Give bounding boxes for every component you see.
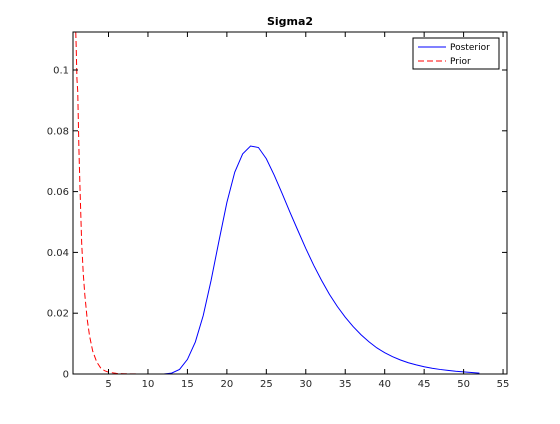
- x-tick-label: 5: [105, 379, 111, 390]
- y-tick-label: 0.1: [53, 66, 69, 77]
- axes-box: [72, 31, 508, 375]
- legend-prior-label: Prior: [450, 57, 471, 67]
- x-tick-label: 15: [181, 379, 194, 390]
- legend-posterior-label: Posterior: [450, 43, 490, 53]
- x-tick-label: 20: [221, 379, 234, 390]
- x-tick-label: 30: [299, 379, 312, 390]
- x-tick-label: 35: [339, 379, 352, 390]
- y-tick-label: 0.06: [47, 187, 69, 198]
- x-tick-label: 25: [260, 379, 273, 390]
- posterior-line: [163, 145, 480, 374]
- chart-title: Sigma2: [267, 15, 313, 28]
- y-tick-label: 0.04: [47, 248, 69, 259]
- x-tick-label: 10: [142, 379, 155, 390]
- y-tick-label: 0.02: [47, 309, 69, 320]
- legend-box: [412, 37, 500, 70]
- x-tick-label: 40: [378, 379, 391, 390]
- legend: Posterior Prior: [412, 37, 500, 70]
- x-axis: 5 10 15 20 25 30 35 40 45 50 55: [105, 32, 509, 390]
- y-tick-label: 0: [63, 370, 69, 381]
- x-tick-label: 55: [497, 379, 510, 390]
- x-tick-label: 45: [418, 379, 431, 390]
- x-tick-label: 50: [457, 379, 470, 390]
- y-tick-label: 0.08: [47, 126, 69, 137]
